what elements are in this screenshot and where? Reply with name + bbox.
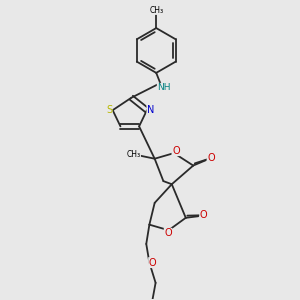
- Text: O: O: [149, 258, 156, 268]
- Text: O: O: [164, 228, 172, 239]
- Text: O: O: [172, 146, 180, 156]
- Text: CH₃: CH₃: [127, 151, 141, 160]
- Text: NH: NH: [157, 83, 171, 92]
- Text: N: N: [147, 105, 154, 115]
- Text: S: S: [106, 105, 112, 115]
- Text: O: O: [207, 153, 215, 164]
- Text: CH₃: CH₃: [149, 5, 163, 14]
- Text: O: O: [200, 210, 207, 220]
